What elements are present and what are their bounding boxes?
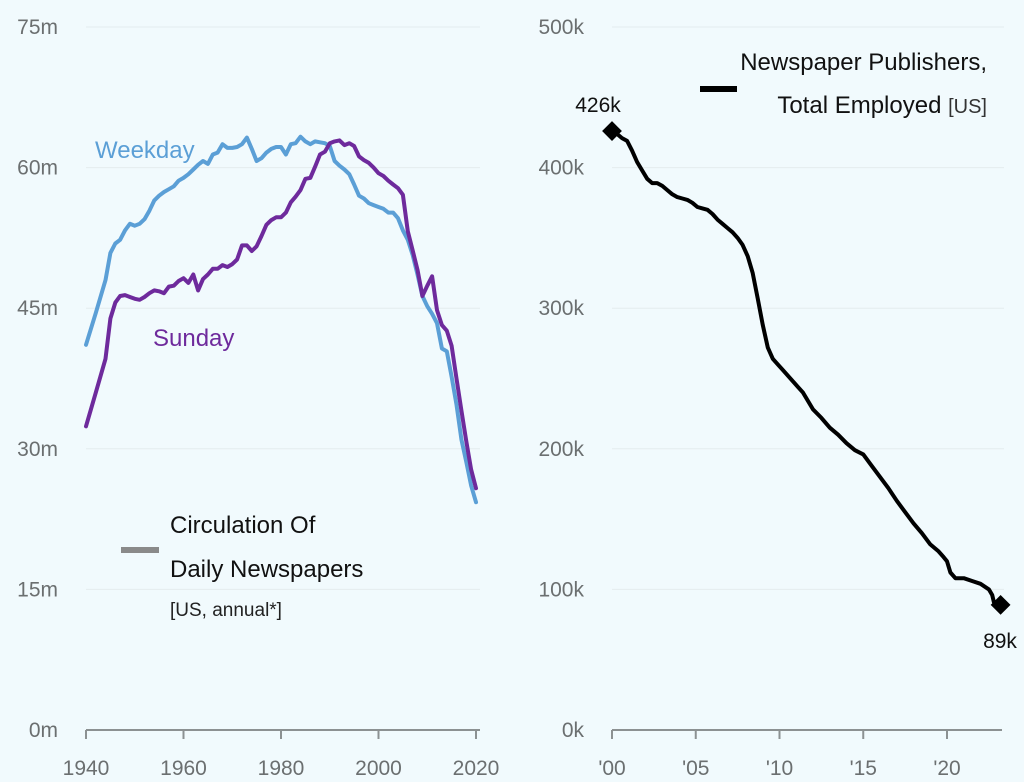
y-tick-label: 200k [538, 438, 584, 461]
y-tick-label: 500k [538, 16, 584, 39]
series-line-employment [610, 129, 1003, 607]
y-tick-label: 60m [17, 157, 58, 180]
legend-title-line2: Total Employed [US] [777, 92, 987, 119]
right-chart: Total Employed [US] [602, 26, 1011, 739]
x-tick-label: '15 [850, 757, 877, 780]
y-tick-label: 45m [17, 297, 58, 320]
series-line-sunday [84, 138, 478, 491]
series-line-weekday [84, 134, 478, 505]
y-tick-label: 75m [17, 16, 58, 39]
x-tick-label: '20 [933, 757, 960, 780]
x-tick-label: 1960 [160, 757, 207, 780]
left-chart: Circulation Of Daily Newspapers [84, 26, 480, 739]
y-tick-label: 300k [538, 297, 584, 320]
series-label-weekday: Weekday [95, 137, 195, 164]
legend-title-line2: Daily Newspapers [170, 556, 363, 583]
legend-swatch [700, 86, 737, 92]
y-tick-label: 100k [538, 578, 584, 601]
x-tick-label: '05 [682, 757, 709, 780]
x-tick-label: 2000 [355, 757, 402, 780]
y-tick-label: 15m [17, 578, 58, 601]
endpoint-marker [990, 594, 1011, 615]
y-tick-label: 0m [29, 719, 58, 742]
x-tick-label: 1980 [258, 757, 305, 780]
annotation-start-value: 426k [575, 94, 621, 117]
series-label-sunday: Sunday [153, 325, 234, 352]
legend-title-suffix: [US] [948, 96, 987, 118]
legend-title-line1: Newspaper Publishers, [740, 49, 987, 76]
x-tick-label: '00 [598, 757, 625, 780]
y-tick-label: 400k [538, 157, 584, 180]
x-tick-label: 1940 [63, 757, 110, 780]
x-tick-label: '10 [766, 757, 793, 780]
x-tick-label: 2020 [453, 757, 500, 780]
y-tick-label: 30m [17, 438, 58, 461]
annotation-end-value: 89k [983, 630, 1017, 653]
legend-title-text: Total Employed [777, 92, 948, 119]
legend-subtitle: [US, annual*] [170, 600, 282, 621]
y-tick-label: 0k [562, 719, 585, 742]
legend-title-line1: Circulation Of [170, 512, 316, 539]
legend-swatch [121, 547, 159, 553]
